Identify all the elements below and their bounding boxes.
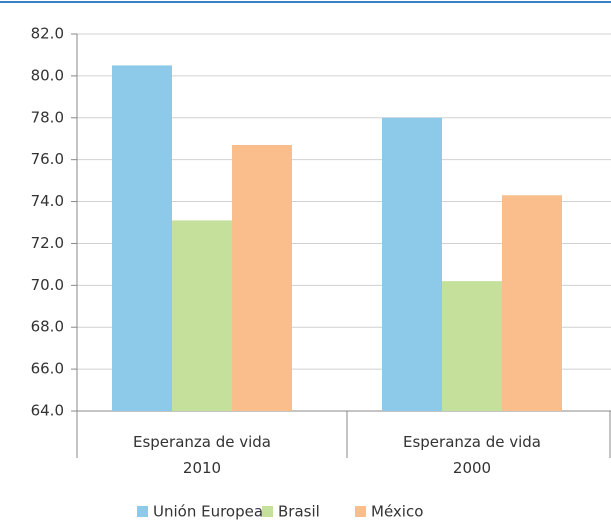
legend-swatch (355, 506, 366, 517)
legend-label: México (371, 503, 423, 521)
y-tick-label: 72.0 (31, 234, 64, 252)
y-tick-label: 74.0 (31, 192, 64, 210)
bar (232, 145, 292, 411)
y-tick-label: 66.0 (31, 360, 64, 378)
y-tick-label: 80.0 (31, 66, 64, 84)
y-tick-label: 70.0 (31, 276, 64, 294)
legend-swatch (262, 506, 273, 517)
legend-label: Unión Europea (153, 503, 263, 521)
legend-swatch (137, 506, 148, 517)
y-tick-label: 78.0 (31, 108, 64, 126)
bar (172, 220, 232, 411)
y-tick-label: 76.0 (31, 150, 64, 168)
y-tick-label: 82.0 (31, 25, 64, 43)
legend-label: Brasil (278, 503, 320, 521)
bar (442, 281, 502, 411)
y-tick-label: 68.0 (31, 318, 64, 336)
bar (382, 117, 442, 412)
bar (112, 65, 172, 412)
x-tick-label: Esperanza de vida 2010 (132, 433, 272, 477)
x-tick-label: Esperanza de vida 2000 (402, 433, 542, 477)
bar (502, 195, 562, 411)
y-tick-label: 64.0 (31, 402, 64, 420)
